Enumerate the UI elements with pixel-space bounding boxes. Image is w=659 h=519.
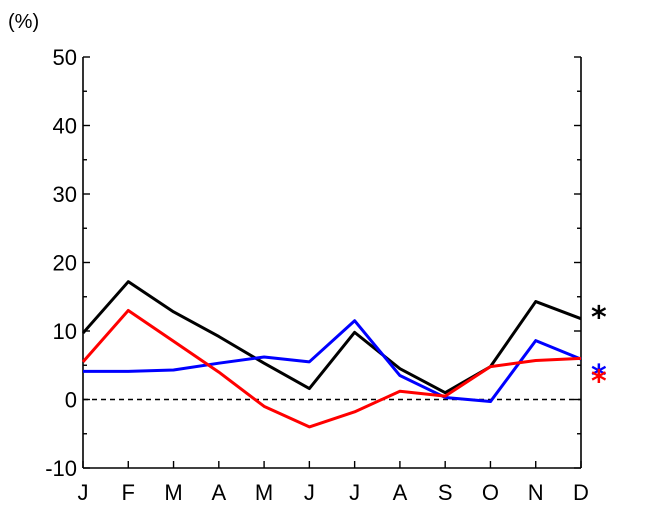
y-tick-label: 40 xyxy=(53,114,77,139)
x-tick-label: S xyxy=(438,480,453,505)
x-tick-label: O xyxy=(482,480,499,505)
x-tick-label: N xyxy=(528,480,544,505)
unit-label: (%) xyxy=(8,11,39,33)
x-tick-label: D xyxy=(573,480,589,505)
series-markers: *** xyxy=(591,301,607,400)
x-tick-label: F xyxy=(122,480,135,505)
x-tick-label: J xyxy=(304,480,315,505)
series-lines xyxy=(81,280,582,429)
series-marker-1: * xyxy=(591,359,607,394)
series-marker-2: * xyxy=(591,364,607,399)
x-tick-label: A xyxy=(211,480,226,505)
y-tick-label: 30 xyxy=(53,182,77,207)
x-tick-label: A xyxy=(393,480,408,505)
y-tick-label: -10 xyxy=(45,456,77,481)
y-ticks: -10 0 10 20 30 40 50 xyxy=(45,45,581,481)
series-line-0 xyxy=(81,280,582,395)
y-tick-label: 0 xyxy=(65,388,77,413)
x-tick-label: J xyxy=(349,480,360,505)
series-line-2 xyxy=(81,308,582,429)
series-marker-0: * xyxy=(591,301,607,336)
x-tick-label: M xyxy=(255,480,273,505)
y-tick-label: 10 xyxy=(53,319,77,344)
plot-frame xyxy=(82,57,582,469)
y-tick-label: 50 xyxy=(53,45,77,70)
y-tick-label: 20 xyxy=(53,251,77,276)
x-tick-label: J xyxy=(78,480,89,505)
x-tick-label: M xyxy=(164,480,182,505)
series-line-1 xyxy=(83,319,582,404)
